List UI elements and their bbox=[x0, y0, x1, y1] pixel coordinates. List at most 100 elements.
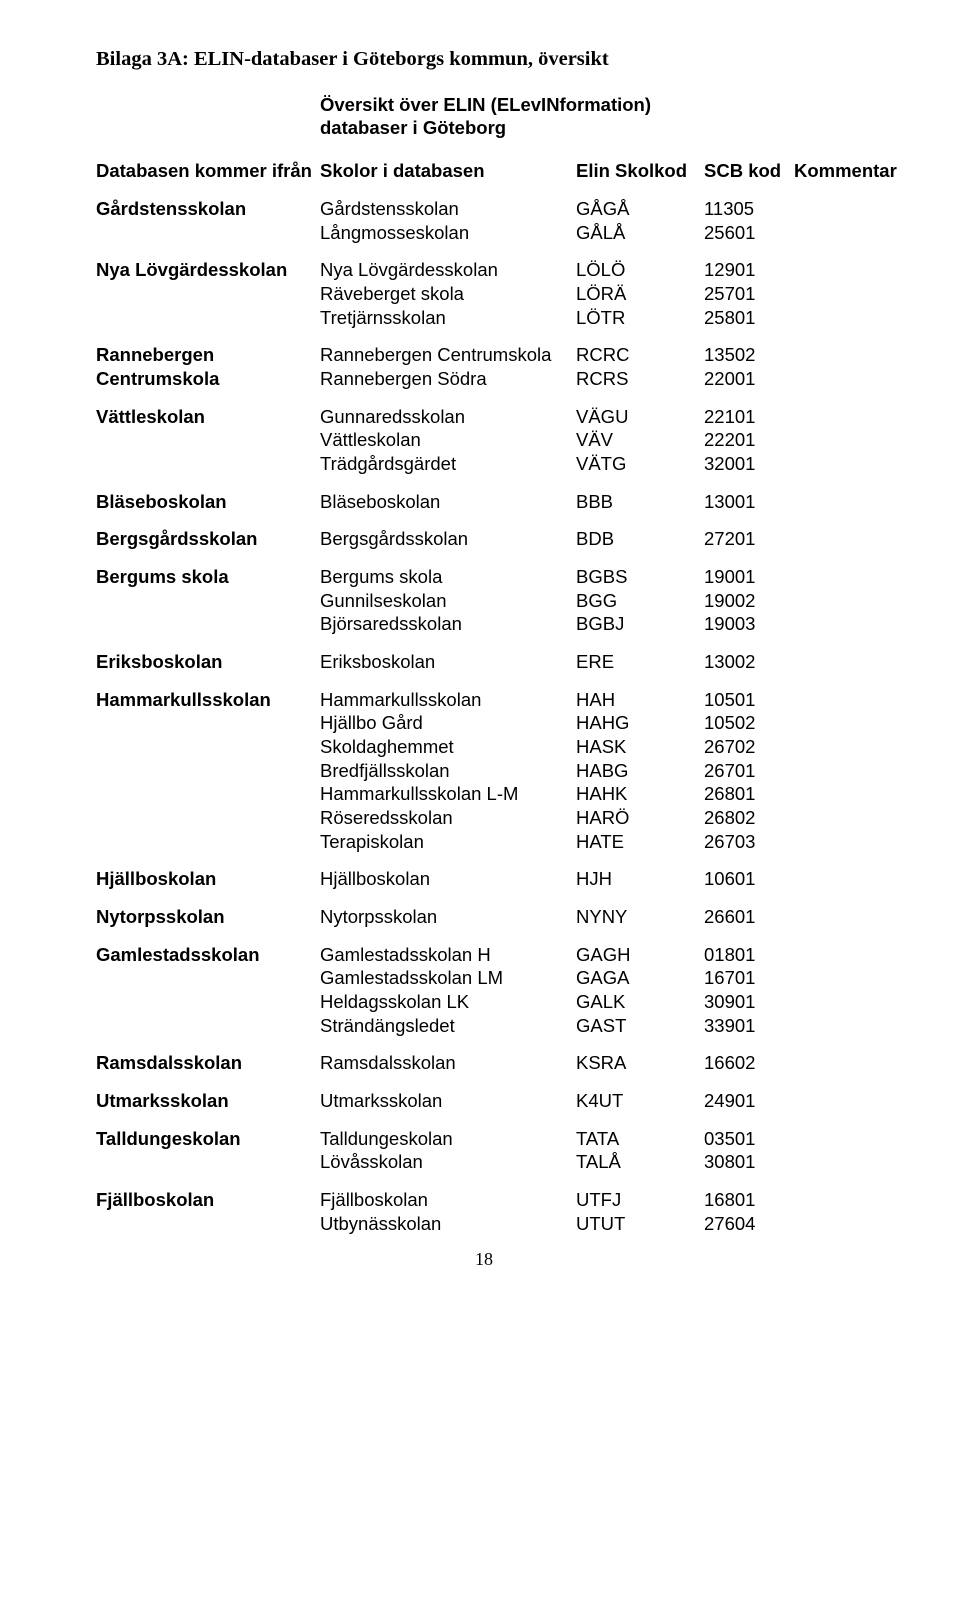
school-name: Nytorpsskolan bbox=[320, 905, 576, 929]
comment bbox=[794, 1150, 872, 1174]
database-group: BergsgårdsskolanBergsgårdsskolanBDB27201 bbox=[96, 527, 872, 551]
scb-code: 13002 bbox=[704, 650, 794, 674]
comment bbox=[794, 221, 872, 245]
scb-code: 26703 bbox=[704, 830, 794, 854]
scb-code: 03501 bbox=[704, 1127, 794, 1151]
scb-code: 25701 bbox=[704, 282, 794, 306]
database-group: FjällboskolanFjällboskolanUTFJ16801Utbyn… bbox=[96, 1188, 872, 1235]
school-row: TerapiskolanHATE26703 bbox=[320, 830, 872, 854]
school-row: TretjärnsskolanLÖTR25801 bbox=[320, 306, 872, 330]
school-row: SträndängsledetGAST33901 bbox=[320, 1014, 872, 1038]
comment bbox=[794, 688, 872, 712]
school-row: BergsgårdsskolanBDB27201 bbox=[320, 527, 872, 551]
school-row: RamsdalsskolanKSRA16602 bbox=[320, 1051, 872, 1075]
school-code: BBB bbox=[576, 490, 704, 514]
schools-list: Gamlestadsskolan HGAGH01801Gamlestadssko… bbox=[320, 943, 872, 1038]
school-row: TrädgårdsgärdetVÄTG32001 bbox=[320, 452, 872, 476]
database-name: Bergsgårdsskolan bbox=[96, 527, 320, 551]
scb-code: 27201 bbox=[704, 527, 794, 551]
comment bbox=[794, 1051, 872, 1075]
scb-code: 10601 bbox=[704, 867, 794, 891]
school-name: Nya Lövgärdesskolan bbox=[320, 258, 576, 282]
school-row: Bergums skolaBGBS19001 bbox=[320, 565, 872, 589]
school-name: Gamlestadsskolan H bbox=[320, 943, 576, 967]
school-row: RöseredsskolanHARÖ26802 bbox=[320, 806, 872, 830]
header-school: Skolor i databasen bbox=[320, 159, 576, 183]
schools-list: BläseboskolanBBB13001 bbox=[320, 490, 872, 514]
database-name: Talldungeskolan bbox=[96, 1127, 320, 1174]
database-name: Rannebergen Centrumskola bbox=[96, 343, 320, 390]
school-row: BjörsaredsskolanBGBJ19003 bbox=[320, 612, 872, 636]
schools-list: HjällboskolanHJH10601 bbox=[320, 867, 872, 891]
comment bbox=[794, 1188, 872, 1212]
school-name: Räveberget skola bbox=[320, 282, 576, 306]
schools-list: BergsgårdsskolanBDB27201 bbox=[320, 527, 872, 551]
school-code: HAHK bbox=[576, 782, 704, 806]
school-name: Björsaredsskolan bbox=[320, 612, 576, 636]
school-name: Hammarkullsskolan L-M bbox=[320, 782, 576, 806]
database-group: Bergums skolaBergums skolaBGBS19001Gunni… bbox=[96, 565, 872, 636]
database-name: Nya Lövgärdesskolan bbox=[96, 258, 320, 329]
school-row: Hjällbo GårdHAHG10502 bbox=[320, 711, 872, 735]
comment bbox=[794, 735, 872, 759]
page-number: 18 bbox=[96, 1249, 872, 1270]
school-row: VättleskolanVÄV22201 bbox=[320, 428, 872, 452]
school-row: BläseboskolanBBB13001 bbox=[320, 490, 872, 514]
school-row: TalldungeskolanTATA03501 bbox=[320, 1127, 872, 1151]
scb-code: 30901 bbox=[704, 990, 794, 1014]
comment bbox=[794, 806, 872, 830]
school-row: NytorpsskolanNYNY26601 bbox=[320, 905, 872, 929]
school-code: LÖLÖ bbox=[576, 258, 704, 282]
comment bbox=[794, 282, 872, 306]
school-code: BGG bbox=[576, 589, 704, 613]
school-code: UTFJ bbox=[576, 1188, 704, 1212]
database-group: HjällboskolanHjällboskolanHJH10601 bbox=[96, 867, 872, 891]
comment bbox=[794, 527, 872, 551]
school-name: Gunnilseskolan bbox=[320, 589, 576, 613]
comment bbox=[794, 1089, 872, 1113]
school-name: Bergums skola bbox=[320, 565, 576, 589]
comment bbox=[794, 1014, 872, 1038]
comment bbox=[794, 405, 872, 429]
comment bbox=[794, 1127, 872, 1151]
comment bbox=[794, 306, 872, 330]
school-row: Rannebergen SödraRCRS22001 bbox=[320, 367, 872, 391]
schools-list: NytorpsskolanNYNY26601 bbox=[320, 905, 872, 929]
page-subtitle: Översikt över ELIN (ELevINformation) dat… bbox=[320, 93, 872, 139]
school-name: Långmosseskolan bbox=[320, 221, 576, 245]
school-name: Gunnaredsskolan bbox=[320, 405, 576, 429]
school-code: HASK bbox=[576, 735, 704, 759]
scb-code: 25801 bbox=[704, 306, 794, 330]
header-code: Elin Skolkod bbox=[576, 159, 704, 183]
scb-code: 16801 bbox=[704, 1188, 794, 1212]
school-code: HJH bbox=[576, 867, 704, 891]
school-code: GALK bbox=[576, 990, 704, 1014]
comment bbox=[794, 452, 872, 476]
school-name: Trädgårdsgärdet bbox=[320, 452, 576, 476]
database-group: UtmarksskolanUtmarksskolanK4UT24901 bbox=[96, 1089, 872, 1113]
school-code: NYNY bbox=[576, 905, 704, 929]
school-code: GAGA bbox=[576, 966, 704, 990]
school-code: TATA bbox=[576, 1127, 704, 1151]
comment bbox=[794, 565, 872, 589]
scb-code: 25601 bbox=[704, 221, 794, 245]
database-name: Gamlestadsskolan bbox=[96, 943, 320, 1038]
school-code: BGBJ bbox=[576, 612, 704, 636]
database-name: Eriksboskolan bbox=[96, 650, 320, 674]
database-group: Rannebergen CentrumskolaRannebergen Cent… bbox=[96, 343, 872, 390]
school-name: Gamlestadsskolan LM bbox=[320, 966, 576, 990]
school-name: Tretjärnsskolan bbox=[320, 306, 576, 330]
school-name: Hammarkullsskolan bbox=[320, 688, 576, 712]
comment bbox=[794, 867, 872, 891]
schools-list: EriksboskolanERE13002 bbox=[320, 650, 872, 674]
database-name: Fjällboskolan bbox=[96, 1188, 320, 1235]
scb-code: 26801 bbox=[704, 782, 794, 806]
comment bbox=[794, 830, 872, 854]
scb-code: 22101 bbox=[704, 405, 794, 429]
database-group: TalldungeskolanTalldungeskolanTATA03501L… bbox=[96, 1127, 872, 1174]
schools-list: FjällboskolanUTFJ16801UtbynässkolanUTUT2… bbox=[320, 1188, 872, 1235]
scb-code: 24901 bbox=[704, 1089, 794, 1113]
subtitle-line-1: Översikt över ELIN (ELevINformation) bbox=[320, 93, 872, 116]
school-name: Rannebergen Centrumskola bbox=[320, 343, 576, 367]
schools-list: HammarkullsskolanHAH10501Hjällbo GårdHAH… bbox=[320, 688, 872, 854]
